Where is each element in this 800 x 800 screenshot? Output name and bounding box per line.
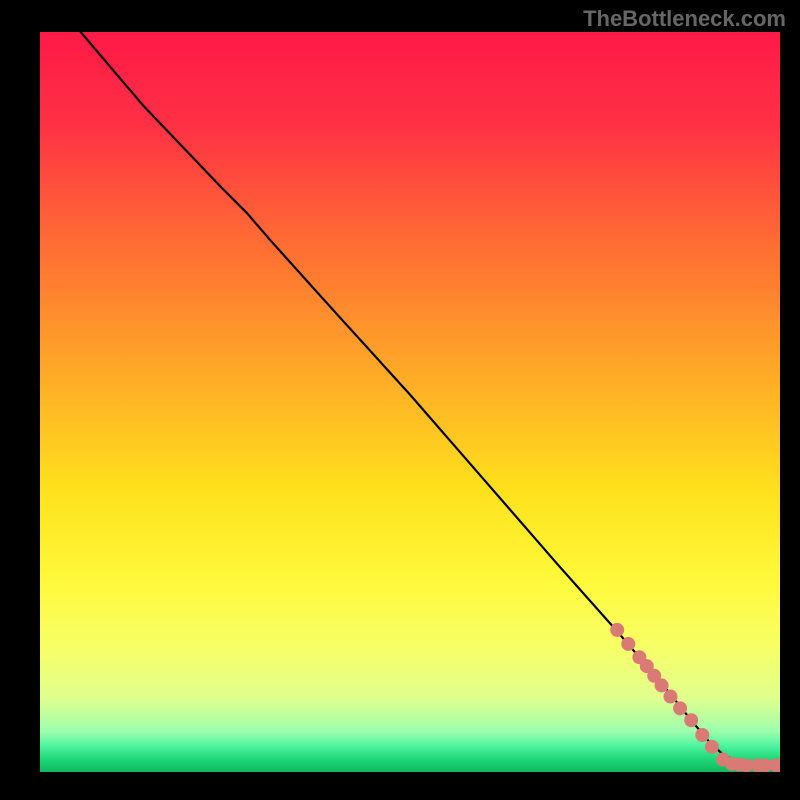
data-point <box>673 701 687 715</box>
data-point <box>684 713 698 727</box>
data-point <box>621 637 635 651</box>
data-point <box>705 740 719 754</box>
data-point <box>663 690 677 704</box>
gradient-background <box>40 32 780 772</box>
data-point <box>655 678 669 692</box>
chart-frame: TheBottleneck.com <box>0 0 800 800</box>
watermark-text: TheBottleneck.com <box>583 6 786 32</box>
plot-area <box>40 32 780 772</box>
data-point <box>610 623 624 637</box>
data-point <box>695 728 709 742</box>
plot-svg <box>40 32 780 772</box>
